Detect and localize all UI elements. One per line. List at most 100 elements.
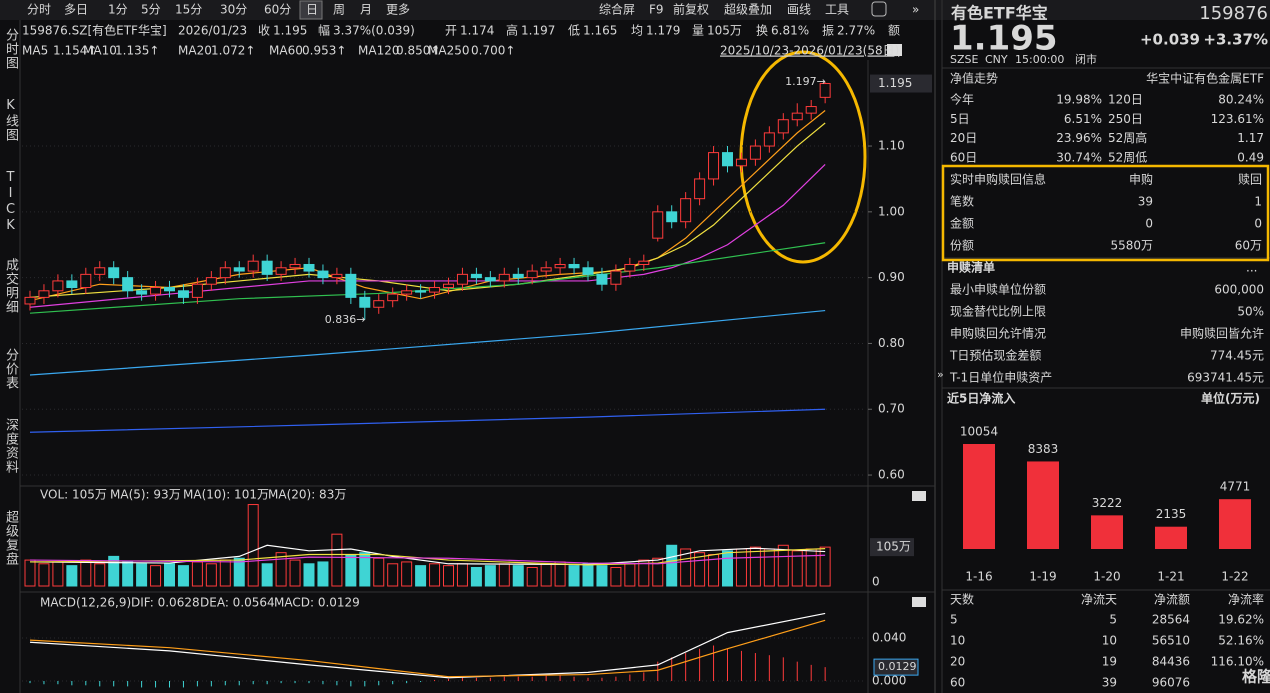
candle-body	[164, 287, 175, 292]
perf-label: 52周低	[1108, 150, 1147, 164]
quote-value: 105万	[707, 24, 742, 38]
volume-bar	[554, 561, 566, 587]
side-tab[interactable]: 成交明细	[3, 258, 18, 314]
candle-body	[540, 267, 552, 272]
macd-legend: DEA: 0.0564	[200, 596, 275, 610]
toolbar-button[interactable]: 工具	[825, 3, 849, 17]
toolbar-tab[interactable]: 更多	[386, 3, 410, 17]
y-tick-label: 0.000	[872, 673, 906, 687]
volume-bar	[289, 559, 301, 587]
toolbar-tab[interactable]: 60分	[264, 3, 291, 17]
toggle-icon[interactable]	[912, 597, 926, 607]
side-tab[interactable]: 分价表	[3, 348, 18, 390]
index-name: 华宝中证有色金属ETF	[1146, 71, 1264, 86]
side-tab[interactable]: 分时图	[3, 28, 18, 70]
side-tab[interactable]: TICK	[3, 170, 18, 234]
price-change: +0.039	[1140, 31, 1200, 49]
volume-bar	[345, 554, 357, 587]
toolbar-tab[interactable]: 周	[333, 3, 345, 17]
x-tick-label: 1-21	[1157, 570, 1184, 584]
side-tab[interactable]: 超级复盘	[3, 510, 18, 566]
volume-bar	[317, 561, 329, 587]
ma-legend-name: MA120	[358, 44, 399, 58]
date: 2026/01/23	[178, 24, 247, 38]
candle-body	[94, 267, 106, 275]
candle-body	[791, 112, 803, 121]
quote-value: 1.195	[273, 24, 307, 38]
candle-body	[470, 273, 482, 279]
toolbar-tab[interactable]: 1分	[108, 3, 128, 17]
more: ...	[1246, 261, 1257, 275]
security-code: 159876	[1199, 3, 1268, 24]
table-cell: 5	[950, 613, 958, 627]
macd-tag	[873, 658, 919, 676]
toolbar-button[interactable]: 画线	[787, 3, 811, 17]
toolbar-tab[interactable]: 月	[360, 3, 372, 17]
settings-icon[interactable]	[871, 1, 887, 17]
side-tab[interactable]: 深度资料	[3, 418, 18, 474]
toggle-icon[interactable]	[912, 491, 926, 501]
data-label: 2135	[1156, 507, 1187, 521]
row-value: 50%	[1237, 305, 1264, 319]
toolbar-button[interactable]: 前复权	[673, 2, 709, 17]
toggle-icon[interactable]	[887, 44, 902, 56]
candle-body	[624, 263, 636, 272]
volume-bar	[219, 559, 231, 587]
row-value: 5580万	[1110, 239, 1153, 253]
candle-body	[652, 211, 664, 239]
toolbar-button[interactable]: 综合屏	[599, 2, 635, 17]
volume-bar	[722, 550, 733, 587]
candle-body	[387, 293, 399, 302]
perf-value: 0.49	[1237, 150, 1264, 164]
quote-label: 换	[756, 24, 768, 38]
toolbar-tab[interactable]: 15分	[175, 3, 202, 17]
row-value: 申购赎回皆允许	[1180, 326, 1264, 341]
table-cell: 52.16%	[1218, 634, 1264, 648]
toolbar-tab[interactable]: 日	[306, 3, 318, 17]
row-label: T日预估现金差额	[949, 348, 1041, 363]
toolbar-tab[interactable]: 分时	[27, 3, 51, 17]
volume-bar	[247, 504, 259, 587]
volume-bar	[735, 548, 747, 587]
candle-body	[261, 260, 273, 275]
table-cell: 10	[1102, 634, 1117, 648]
volume-bar	[526, 566, 538, 587]
more-icon[interactable]: »	[912, 3, 919, 17]
volume-bar	[136, 563, 148, 587]
y-tick-label: 0.60	[878, 468, 905, 482]
collapse-icon[interactable]: »	[937, 368, 944, 381]
volume-bar	[331, 533, 343, 587]
ma-legend-name: MA20	[178, 44, 212, 58]
volume-bar	[275, 552, 287, 587]
toolbar-tab[interactable]: 5分	[141, 3, 161, 17]
ma-legend-value: 1.072↑	[211, 44, 255, 58]
toolbar-tab[interactable]: 多日	[64, 3, 88, 17]
side-tab[interactable]: K线图	[3, 98, 18, 142]
candle-body	[708, 152, 720, 180]
x-tick-label: 1-16	[965, 570, 992, 584]
perf-label: 250日	[1108, 112, 1143, 126]
volume-bar	[749, 546, 761, 587]
toolbar-button[interactable]: F9	[649, 3, 664, 17]
quote-label: 开	[445, 24, 457, 38]
candle-body	[484, 277, 496, 282]
volume-bar	[205, 563, 217, 587]
y-tick-label: 1.00	[878, 204, 905, 218]
candle-body	[512, 273, 524, 279]
row-label: T-1日单位申赎资产	[949, 370, 1052, 385]
volume-bar	[624, 563, 636, 587]
candle-body	[582, 267, 594, 275]
quote-label: 振	[822, 24, 834, 38]
volume-bar	[80, 559, 92, 587]
table-cell: 19.62%	[1218, 613, 1264, 627]
price-annotation: 1.197→	[785, 75, 826, 88]
toolbar-tab[interactable]: 30分	[220, 3, 247, 17]
candle-body	[568, 263, 580, 269]
row-label: 最小申赎单位份额	[950, 282, 1046, 297]
perf-label: 20日	[950, 131, 977, 145]
toolbar-button[interactable]: 超级叠加	[724, 2, 772, 17]
price-annotation: 0.836→	[325, 313, 366, 326]
section-title: 净值走势	[950, 71, 998, 86]
row-label: 金额	[950, 216, 974, 231]
